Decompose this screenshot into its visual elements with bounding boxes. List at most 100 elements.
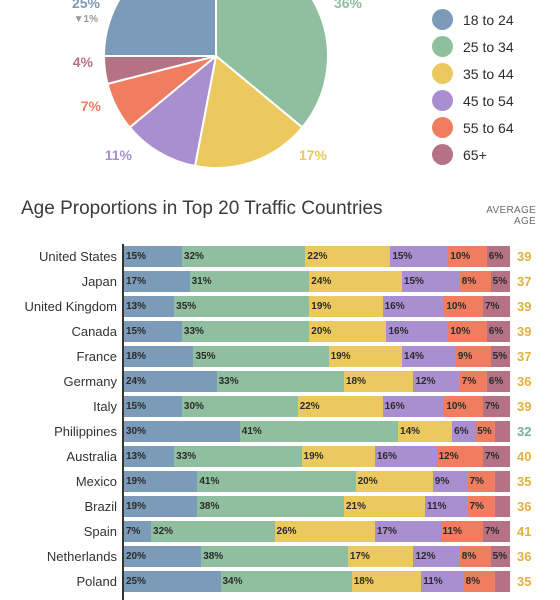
bar-segment: 16% <box>382 296 445 317</box>
bar-segment: 24% <box>309 271 402 292</box>
segment-value-label: 17% <box>376 526 397 537</box>
segment-value-label: 26% <box>276 526 297 537</box>
segment-value-label: 7% <box>484 301 500 312</box>
segment-value-label: 30% <box>126 426 147 437</box>
country-label: Japan <box>81 274 117 289</box>
legend-swatch <box>432 144 453 165</box>
bar-segment: 6% <box>486 321 510 342</box>
country-label: Spain <box>83 524 117 539</box>
stacked-bar: 17% 31% 24% 15% 8% 5% <box>124 271 510 292</box>
bar-row: Mexico 19% 41% 20% 9% 7% 35 <box>0 469 560 494</box>
segment-value-label: 13% <box>126 451 147 462</box>
segment-value-label: 33% <box>183 326 204 337</box>
country-label: United Kingdom <box>24 299 118 314</box>
legend-label: 55 to 64 <box>463 119 514 136</box>
segment-value-label: 5% <box>492 551 508 562</box>
segment-value-label: 10% <box>450 251 471 262</box>
bar-segment: 17% <box>347 546 414 567</box>
bar-segment: 15% <box>124 396 182 417</box>
segment-value-label: 11% <box>427 501 447 512</box>
segment-value-label: 35% <box>195 351 216 362</box>
age-pie-chart: 25% ▼1% 36% 17% 11% 7% 4% <box>72 0 363 169</box>
segment-value-label: 22% <box>299 401 320 412</box>
average-age-header: AVERAGE AGE <box>486 205 536 227</box>
segment-value-label: 6% <box>488 376 504 387</box>
segment-value-label: 15% <box>392 251 413 262</box>
segment-value-label: 5% <box>477 426 492 437</box>
segment-value-label: 15% <box>126 326 147 337</box>
pie-slice-18-to-24 <box>102 0 217 57</box>
bar-segment: 32% <box>181 246 306 267</box>
average-age-value: 39 <box>517 299 532 314</box>
bar-segment <box>494 471 510 492</box>
bar-segment: 22% <box>305 246 391 267</box>
pie-label: 36% <box>334 0 363 11</box>
bar-segment: 15% <box>390 246 449 267</box>
bar-segment: 7% <box>459 371 487 392</box>
country-label: France <box>76 349 117 364</box>
segment-value-label: 9% <box>457 351 473 362</box>
segment-value-label: 32% <box>183 251 204 262</box>
bar-segment: 7% <box>482 296 510 317</box>
segment-value-label: 20% <box>311 326 332 337</box>
segment-value-label: 31% <box>191 276 212 287</box>
bar-segment: 5% <box>490 546 510 567</box>
country-label: Brazil <box>84 499 117 514</box>
average-age-value: 35 <box>517 474 532 489</box>
segment-value-label: 41% <box>241 426 262 437</box>
segment-value-label: 14% <box>403 351 424 362</box>
bar-segment: 7% <box>124 521 152 542</box>
bar-segment: 30% <box>181 396 298 417</box>
average-age-value: 36 <box>517 374 532 389</box>
segment-value-label: 12% <box>415 376 436 387</box>
segment-value-label: 6% <box>454 426 469 437</box>
legend-item: 65+ <box>432 141 514 168</box>
bar-segment: 38% <box>197 496 344 517</box>
legend-label: 65+ <box>463 146 487 163</box>
bar-segment: 18% <box>124 346 194 367</box>
segment-value-label: 38% <box>199 501 220 512</box>
segment-value-label: 15% <box>126 251 147 262</box>
bar-segment: 13% <box>124 296 175 317</box>
legend-item: 55 to 64 <box>432 114 514 141</box>
segment-value-label: 15% <box>126 401 147 412</box>
bar-segment: 20% <box>309 321 387 342</box>
pie-label: 11% <box>105 147 133 163</box>
segment-value-label: 11% <box>423 576 443 587</box>
bar-segment: 8% <box>463 571 495 592</box>
pie-label: 4% <box>73 54 94 70</box>
segment-value-label: 13% <box>126 301 147 312</box>
legend-swatch <box>432 117 453 138</box>
stacked-bar: 20% 38% 17% 12% 8% 5% <box>124 546 510 567</box>
bar-segment: 15% <box>124 246 182 267</box>
pie-label: 17% <box>299 147 328 163</box>
pie-label: 25% <box>72 0 101 11</box>
bar-segment: 11% <box>440 521 483 542</box>
segment-value-label: 5% <box>492 351 508 362</box>
segment-value-label: 14% <box>400 426 421 437</box>
segment-value-label: 17% <box>349 551 370 562</box>
bar-segment: 25% <box>124 571 221 592</box>
segment-value-label: 5% <box>492 276 508 287</box>
bar-segment: 11% <box>421 571 464 592</box>
segment-value-label: 33% <box>218 376 239 387</box>
bar-segment: 18% <box>344 371 414 392</box>
bar-segment: 14% <box>398 421 453 442</box>
legend-swatch <box>432 9 453 30</box>
segment-value-label: 35% <box>176 301 197 312</box>
bar-segment: 21% <box>344 496 426 517</box>
stacked-bar: 15% 30% 22% 16% 10% 7% <box>124 396 510 417</box>
bar-segment: 35% <box>174 296 310 317</box>
bar-segment: 20% <box>355 471 433 492</box>
bar-segment <box>494 421 510 442</box>
pie-slice-25-to-34 <box>215 0 329 129</box>
segment-value-label: 19% <box>311 301 332 312</box>
segment-value-label: 38% <box>203 551 224 562</box>
bar-segment: 33% <box>174 446 302 467</box>
segment-value-label: 19% <box>126 476 147 487</box>
bar-row: Philippines 30% 41% 14% 6% 5% 32 <box>0 419 560 444</box>
segment-value-label: 18% <box>353 576 374 587</box>
country-label: United States <box>38 249 117 264</box>
bar-segment: 26% <box>274 521 375 542</box>
stacked-bar-chart: United States 15% 32% 22% 15% 10% 6% 39 Japan 17%… <box>0 244 560 594</box>
